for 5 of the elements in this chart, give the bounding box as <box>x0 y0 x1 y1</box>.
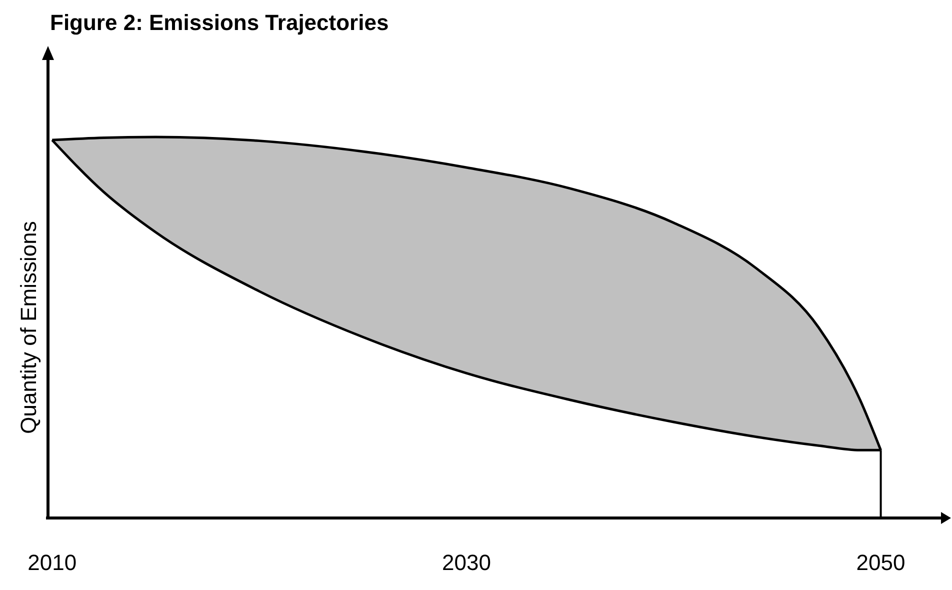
x-tick-label: 2030 <box>442 550 491 575</box>
y-axis-title: Quantity of Emissions <box>16 221 41 434</box>
x-tick-label: 2010 <box>28 550 77 575</box>
chart-title: Figure 2: Emissions Trajectories <box>50 10 389 35</box>
x-tick-label: 2050 <box>856 550 906 575</box>
